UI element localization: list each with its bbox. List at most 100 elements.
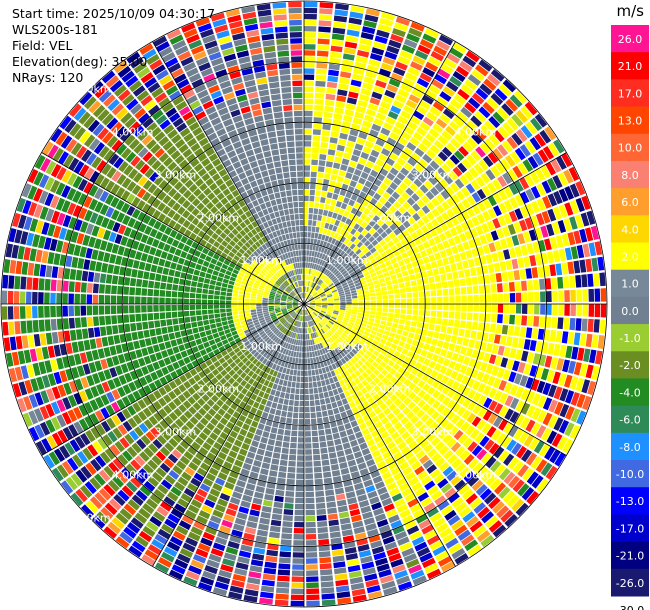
velocity-gate	[346, 257, 353, 264]
velocity-gate	[315, 190, 322, 197]
velocity-gate	[394, 304, 401, 309]
velocity-gate	[299, 315, 302, 322]
velocity-gate	[50, 128, 63, 143]
velocity-gate	[383, 407, 392, 416]
velocity-gate	[362, 286, 369, 291]
velocity-gate	[312, 291, 317, 296]
velocity-gate	[323, 373, 329, 380]
velocity-gate	[369, 53, 383, 62]
velocity-gate	[311, 147, 320, 154]
velocity-gate	[369, 444, 378, 453]
velocity-gate	[442, 288, 449, 296]
velocity-gate	[313, 387, 319, 394]
velocity-gate	[255, 360, 262, 368]
velocity-gate	[297, 437, 304, 443]
velocity-gate	[163, 357, 172, 366]
velocity-gate	[336, 346, 342, 353]
velocity-gate	[305, 309, 308, 315]
velocity-gate	[388, 304, 395, 309]
velocity-gate	[434, 73, 448, 85]
velocity-gate	[384, 260, 392, 267]
velocity-gate	[406, 249, 414, 257]
velocity-gate	[224, 390, 232, 398]
velocity-gate	[304, 25, 317, 32]
velocity-gate	[222, 426, 232, 435]
velocity-gate	[406, 525, 420, 536]
velocity-gate	[455, 445, 466, 457]
velocity-gate	[159, 419, 169, 430]
velocity-gate	[171, 291, 178, 298]
velocity-gate	[219, 300, 226, 304]
velocity-gate	[339, 517, 351, 525]
velocity-gate	[307, 315, 310, 321]
velocity-gate	[364, 140, 374, 149]
velocity-gate	[599, 319, 606, 334]
velocity-gate	[318, 322, 323, 328]
velocity-gate	[495, 272, 502, 283]
velocity-gate	[361, 447, 371, 456]
velocity-gate	[529, 255, 537, 267]
velocity-gate	[274, 305, 280, 308]
velocity-gate	[514, 147, 526, 161]
velocity-gate	[196, 488, 208, 498]
velocity-gate	[148, 321, 155, 329]
velocity-gate	[457, 529, 471, 542]
velocity-gate	[283, 335, 288, 342]
velocity-gate	[262, 308, 269, 311]
velocity-gate	[191, 321, 198, 328]
velocity-gate	[270, 291, 276, 295]
velocity-gate	[53, 253, 61, 266]
velocity-gate	[529, 365, 538, 377]
velocity-gate	[207, 372, 215, 380]
velocity-gate	[187, 223, 196, 232]
velocity-gate	[324, 289, 331, 293]
velocity-gate	[348, 199, 356, 207]
velocity-gate	[442, 311, 449, 318]
velocity-gate	[363, 208, 371, 216]
velocity-gate	[137, 357, 146, 367]
velocity-gate	[276, 312, 282, 317]
velocity-gate	[317, 258, 321, 265]
velocity-gate	[275, 311, 282, 315]
velocity-gate	[460, 421, 471, 432]
velocity-gate	[462, 55, 477, 68]
velocity-gate	[393, 67, 406, 77]
velocity-gate	[334, 239, 340, 247]
velocity-gate	[157, 484, 169, 495]
velocity-gate	[332, 193, 339, 200]
velocity-gate	[345, 218, 352, 225]
velocity-gate	[373, 507, 385, 517]
velocity-gate	[157, 202, 166, 212]
velocity-gate	[373, 192, 382, 201]
velocity-gate	[344, 485, 355, 493]
velocity-gate	[313, 311, 319, 315]
velocity-gate	[353, 231, 361, 238]
velocity-gate	[104, 448, 116, 460]
velocity-gate	[154, 533, 168, 545]
velocity-gate	[394, 530, 408, 541]
velocity-gate	[437, 304, 443, 311]
velocity-gate	[95, 383, 105, 395]
velocity-gate	[316, 316, 322, 321]
velocity-gate	[257, 328, 264, 334]
velocity-gate	[123, 277, 131, 286]
velocity-gate	[246, 343, 253, 350]
velocity-gate	[422, 428, 433, 438]
velocity-gate	[320, 311, 326, 315]
velocity-gate	[324, 397, 331, 404]
velocity-gate	[341, 282, 348, 287]
velocity-gate	[577, 347, 585, 361]
velocity-gate	[304, 201, 309, 208]
velocity-gate	[3, 337, 11, 352]
velocity-gate	[501, 103, 514, 116]
velocity-gate	[206, 399, 215, 408]
velocity-gate	[358, 300, 364, 304]
velocity-gate	[457, 88, 470, 101]
velocity-gate	[167, 209, 176, 219]
velocity-gate	[335, 150, 344, 158]
velocity-gate	[308, 296, 313, 301]
velocity-gate	[251, 373, 258, 380]
velocity-gate	[313, 338, 317, 345]
velocity-gate	[337, 366, 344, 374]
velocity-gate	[456, 406, 467, 417]
